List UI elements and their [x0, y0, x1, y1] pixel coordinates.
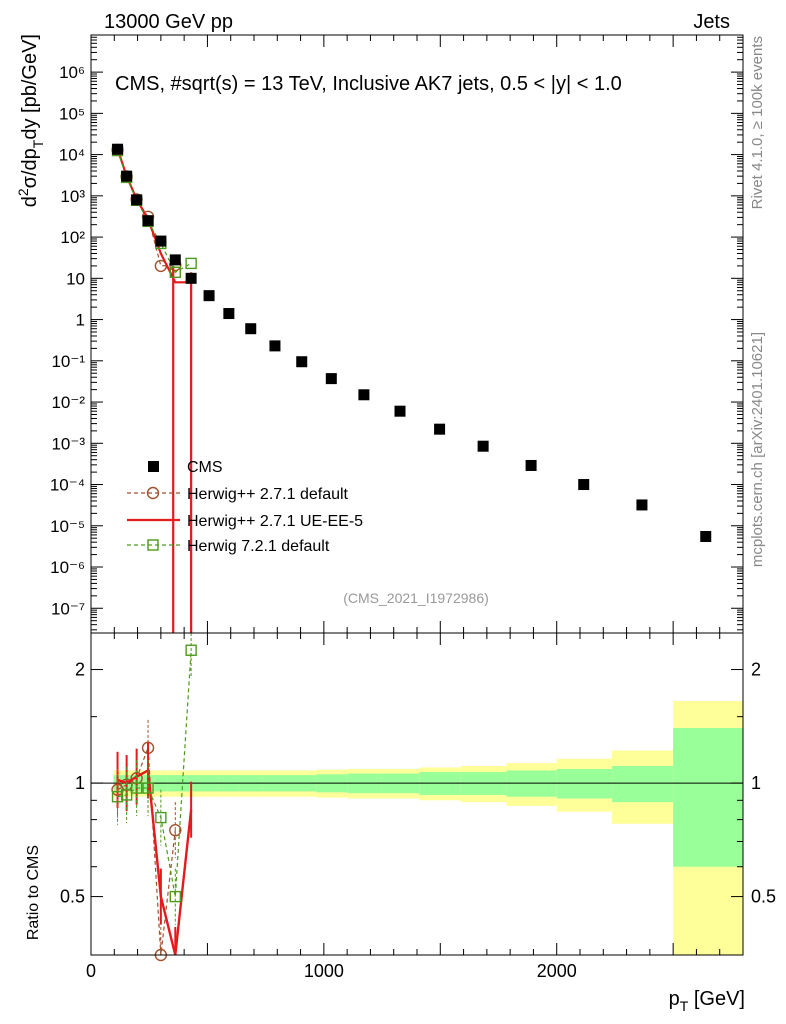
cms-data-point: [636, 499, 648, 511]
y-tick-label: 10⁻¹: [51, 352, 85, 371]
y-tick-label: 10: [66, 269, 85, 288]
y-tick-label: 10⁻⁴: [50, 476, 85, 495]
main-panel: 10⁻⁷ 10⁻⁶ 10⁻⁵ 10⁻⁴ 10⁻³ 10⁻² 10⁻¹ 1 10 10² 10³ 10⁴…: [50, 35, 744, 633]
cms-data-point: [142, 215, 154, 227]
y-tick-label: 10⁵: [59, 104, 85, 123]
cms-data-point: [525, 459, 537, 471]
ratio-band-inner: [556, 768, 613, 799]
legend-cms-label: CMS: [187, 459, 223, 476]
ratio-marker-h7: [155, 811, 167, 824]
ratio-y-tick-label-right: 1: [751, 773, 761, 793]
y-tick-label: 10³: [60, 187, 85, 206]
cms-data-point: [578, 479, 590, 491]
ratio-marker-h7: [185, 644, 197, 656]
y-tick-label: 10²: [60, 228, 85, 247]
cms-data-point: [245, 323, 257, 335]
main-line-herwig-2-7-1-default: [116, 149, 176, 267]
legend-h7-label: Herwig 7.2.1 default: [187, 538, 330, 555]
rivet-label: Rivet 4.1.0, ≥ 100k events: [749, 36, 766, 209]
main-line-herwig-7-2-1-default: [116, 150, 192, 274]
legend-cms-marker: [148, 461, 159, 472]
cms-data-point: [477, 440, 489, 452]
main-ylabel: d2σ/dpTdy [pb/GeV]: [15, 34, 46, 207]
x-axis-label: pT [GeV]: [669, 988, 745, 1014]
main-marker-h7: [185, 257, 197, 270]
ratio-y-tick-label-left: 0.5: [60, 887, 85, 907]
ratio-ylabel: Ratio to CMS: [25, 845, 42, 940]
ratio-marker-h7: [130, 782, 143, 794]
cms-data-point: [296, 356, 308, 368]
cms-data-point: [131, 194, 143, 206]
cms-data-point: [358, 389, 370, 401]
cms-data-point: [269, 340, 281, 352]
ratio-marker-hpp-default: [169, 823, 182, 837]
y-tick-label: 10⁻⁶: [50, 558, 85, 577]
y-tick-label: 10⁻³: [51, 434, 85, 453]
ratio-y-tick-label-right: 0.5: [751, 887, 776, 907]
ratio-marker-h7: [142, 782, 154, 794]
cms-data-point: [700, 530, 712, 542]
y-tick-label: 10⁻⁵: [50, 517, 85, 536]
legend-hpp-default-marker: [146, 486, 160, 500]
header-left: 13000 GeV pp: [104, 11, 233, 33]
main-title: CMS, #sqrt(s) = 13 TeV, Inclusive AK7 je…: [115, 73, 622, 95]
legend-h7-marker: [147, 539, 159, 551]
legend-hpp-ueee5-label: Herwig++ 2.7.1 UE-EE-5: [187, 513, 363, 530]
x-tick-label: 0: [86, 961, 96, 981]
ratio-marker-h7: [120, 789, 133, 801]
y-tick-label: 10⁴: [59, 146, 85, 165]
header-right: Jets: [693, 11, 730, 33]
x-tick-label: 2000: [537, 961, 577, 981]
main-marker-h7: [169, 266, 181, 278]
cms-data-point: [434, 423, 446, 435]
y-tick-label: 1: [76, 311, 85, 330]
ratio-line-herwig-2-7-1-default: [117, 747, 176, 956]
y-tick-label: 10⁶: [59, 63, 85, 82]
cms-data-point: [325, 373, 337, 385]
cms-data-point: [112, 143, 124, 155]
ratio-line-herwig-2-7-1-ue-ee-5: [117, 768, 193, 956]
ratio-y-tick-label-left: 1: [75, 773, 85, 793]
ratio-band-inner: [673, 727, 743, 867]
ratio-frame: [90, 632, 744, 956]
watermark: (CMS_2021_I1972986): [343, 590, 489, 606]
cms-data-point: [185, 272, 197, 284]
cms-data-point: [121, 170, 133, 182]
ratio-y-tick-label-right: 2: [751, 660, 761, 680]
legend: CMS Herwig++ 2.7.1 default Herwig++ 2.7.…: [127, 459, 363, 555]
ratio-marker-h7: [169, 890, 181, 903]
cms-data-point: [155, 235, 167, 247]
y-tick-label: 10⁻²: [51, 393, 85, 412]
y-tick-label: 10⁻⁷: [51, 599, 85, 618]
cms-data-point: [203, 290, 215, 302]
legend-hpp-default-label: Herwig++ 2.7.1 default: [187, 486, 349, 503]
ratio-band-inner: [506, 770, 557, 797]
ratio-marker-h7: [111, 791, 124, 803]
cms-data-point: [394, 405, 406, 417]
cms-data-point: [169, 254, 181, 266]
ratio-y-tick-label-left: 2: [75, 660, 85, 680]
ratio-panel: 0 1000 2000 0.5 0.5 1 1 2 2: [60, 633, 776, 981]
mcplots-label: mcplots.cern.ch [arXiv:2401.10621]: [749, 332, 766, 567]
x-tick-label: 1000: [304, 961, 344, 981]
ratio-band-inner: [612, 765, 674, 803]
cms-data-point: [223, 308, 235, 320]
